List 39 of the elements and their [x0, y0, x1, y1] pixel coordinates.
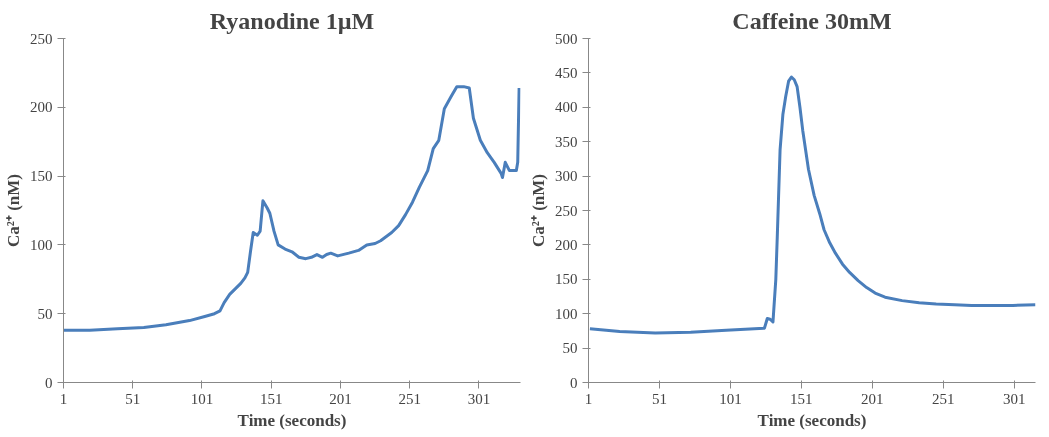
x-tick-label: 1: [584, 390, 593, 407]
y-axis-title: Ca²⁺ (nM): [4, 174, 23, 247]
y-tick-label: 200: [30, 99, 53, 116]
y-tick-label: 350: [555, 133, 578, 150]
y-tick-label: 250: [555, 202, 578, 219]
y-tick-label: 50: [562, 340, 578, 357]
y-axis-title: Ca²⁺ (nM): [529, 174, 548, 247]
y-tick-label: 150: [30, 168, 53, 185]
y-tick-label: 300: [555, 168, 578, 185]
y-tick-label: 500: [555, 30, 578, 47]
y-tick-label: 150: [555, 271, 578, 288]
y-tick-label: 0: [45, 374, 53, 391]
x-tick-label: 251: [398, 390, 421, 407]
y-tick-label: 450: [555, 64, 578, 81]
y-tick-label: 100: [30, 236, 53, 253]
x-tick-label: 101: [719, 390, 742, 407]
chart-title: Ryanodine 1µM: [209, 7, 375, 34]
x-tick-label: 301: [467, 390, 491, 407]
x-tick-label: 51: [651, 390, 667, 407]
y-tick-label: 0: [570, 374, 578, 391]
y-tick-label: 100: [555, 305, 578, 322]
x-tick-label: 101: [190, 390, 214, 407]
x-tick-label: 51: [125, 390, 141, 407]
chart-title: Caffeine 30mM: [732, 7, 892, 34]
x-tick-label: 251: [932, 390, 955, 407]
x-tick-label: 301: [1002, 390, 1026, 407]
x-tick-label: 201: [861, 390, 884, 407]
x-tick-label: 151: [790, 390, 813, 407]
y-tick-label: 400: [555, 99, 578, 116]
y-tick-label: 200: [555, 236, 578, 253]
x-tick-label: 1: [59, 390, 68, 407]
x-axis-title: Time (seconds): [757, 410, 867, 430]
y-tick-label: 250: [30, 30, 53, 47]
line-series: [588, 75, 1036, 335]
y-tick-label: 50: [37, 305, 53, 322]
line-series: [63, 85, 521, 332]
x-tick-label: 201: [329, 390, 352, 407]
x-axis-title: Time (seconds): [237, 410, 347, 430]
x-tick-label: 151: [259, 390, 283, 407]
